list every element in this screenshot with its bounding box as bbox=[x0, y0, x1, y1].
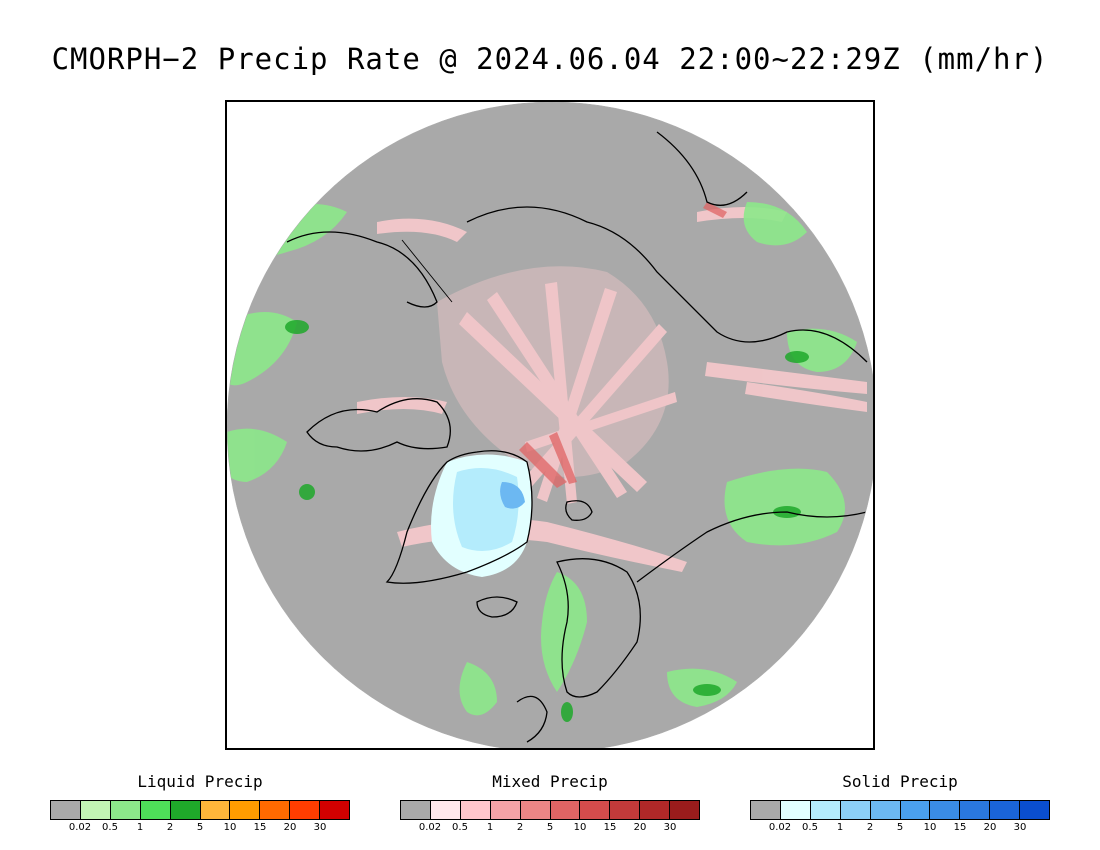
legend-liquid-swatch bbox=[290, 801, 321, 819]
legend-mixed-ticks: 0.02 0.5 1 2 5 10 15 20 30 bbox=[400, 822, 700, 836]
legend-solid-swatch bbox=[810, 801, 841, 819]
legend-solid-swatch bbox=[930, 801, 961, 819]
legend-solid-tick-label: 5 bbox=[896, 822, 904, 833]
mixed-precip-heavy bbox=[519, 202, 727, 488]
liquid-precip-heavy bbox=[285, 320, 809, 722]
legend-liquid-swatch bbox=[170, 801, 201, 819]
legend-liquid-tick-label: 15 bbox=[253, 822, 267, 833]
legend-liquid-tick-label: 0.02 bbox=[68, 822, 92, 833]
legend-liquid-tick-label: 0.5 bbox=[102, 822, 118, 833]
canadian-archipelago-coastline bbox=[306, 398, 451, 452]
legend-liquid-bar bbox=[50, 800, 350, 820]
east-siberia-coastline bbox=[656, 131, 748, 206]
legend-mixed-swatch bbox=[401, 801, 431, 819]
legend-solid-swatch bbox=[900, 801, 931, 819]
scandinavia-coastline bbox=[556, 558, 641, 698]
iceland-coastline bbox=[476, 596, 518, 618]
legend-liquid-title: Liquid Precip bbox=[137, 772, 263, 791]
legend-mixed-swatch bbox=[490, 801, 521, 819]
legend-mixed-tick-label: 1 bbox=[486, 822, 494, 833]
legend-mixed-tick-label: 2 bbox=[516, 822, 524, 833]
coastlines bbox=[286, 131, 868, 743]
legend-mixed-tick-label: 30 bbox=[663, 822, 677, 833]
legend-solid-tick-label: 15 bbox=[953, 822, 967, 833]
legend-solid-tick-label: 30 bbox=[1013, 822, 1027, 833]
legend-solid-tick-label: 20 bbox=[983, 822, 997, 833]
legend-mixed-bar bbox=[400, 800, 700, 820]
legend-liquid-swatch bbox=[80, 801, 111, 819]
legend-mixed-swatch bbox=[430, 801, 461, 819]
legend-liquid-swatch bbox=[320, 801, 350, 819]
polar-map bbox=[227, 102, 873, 748]
legend-liquid-swatch bbox=[110, 801, 141, 819]
legend-mixed-tick-label: 0.5 bbox=[452, 822, 468, 833]
legend-liquid-swatch bbox=[200, 801, 231, 819]
siberia-coastline bbox=[466, 206, 868, 363]
legend-mixed-swatch bbox=[580, 801, 611, 819]
globe-disc bbox=[227, 102, 873, 748]
legend-solid-swatch bbox=[1020, 801, 1050, 819]
liquid-precip-region bbox=[227, 202, 857, 716]
legend-solid-tick-label: 10 bbox=[923, 822, 937, 833]
legend-solid-ticks: 0.02 0.5 1 2 5 10 15 20 30 bbox=[750, 822, 1050, 836]
legend-solid: Solid Precip 0.02 0.5 1 2 5 10 15 20 30 bbox=[750, 772, 1050, 836]
legend-solid-title: Solid Precip bbox=[842, 772, 958, 791]
legend-mixed-swatch bbox=[670, 801, 700, 819]
legend-mixed-title: Mixed Precip bbox=[492, 772, 608, 791]
legend-solid-tick-label: 1 bbox=[836, 822, 844, 833]
legend-solid-swatch bbox=[751, 801, 781, 819]
britain-coastline bbox=[516, 695, 548, 743]
legend-mixed-tick-label: 0.02 bbox=[418, 822, 442, 833]
legend-solid-swatch bbox=[780, 801, 811, 819]
svalbard-coastline bbox=[565, 500, 593, 521]
legend-liquid-tick-label: 2 bbox=[166, 822, 174, 833]
legend-solid-tick-label: 2 bbox=[866, 822, 874, 833]
legend-solid-bar bbox=[750, 800, 1050, 820]
legend-liquid: Liquid Precip 0.02 0.5 1 2 5 10 15 20 30 bbox=[50, 772, 350, 836]
legend-liquid-tick-label: 30 bbox=[313, 822, 327, 833]
us-canada-border bbox=[401, 239, 453, 303]
legend-mixed-swatch bbox=[520, 801, 551, 819]
legend-liquid-tick-label: 10 bbox=[223, 822, 237, 833]
map-panel bbox=[225, 100, 875, 750]
legend-liquid-swatch bbox=[260, 801, 291, 819]
legend-liquid-swatch bbox=[140, 801, 171, 819]
legend-solid-tick-label: 0.02 bbox=[768, 822, 792, 833]
legend-mixed-swatch bbox=[610, 801, 641, 819]
legend-solid-swatch bbox=[990, 801, 1021, 819]
legend-liquid-tick-label: 20 bbox=[283, 822, 297, 833]
legend-solid-tick-label: 0.5 bbox=[802, 822, 818, 833]
russia-north-coastline bbox=[636, 511, 868, 583]
legend-liquid-tick-label: 5 bbox=[196, 822, 204, 833]
legend-mixed-tick-label: 20 bbox=[633, 822, 647, 833]
alaska-coastline bbox=[286, 231, 438, 308]
legend-mixed-tick-label: 10 bbox=[573, 822, 587, 833]
legend-mixed-swatch bbox=[640, 801, 671, 819]
legend-liquid-tick-label: 1 bbox=[136, 822, 144, 833]
legend-mixed-swatch bbox=[460, 801, 491, 819]
legend-solid-swatch bbox=[870, 801, 901, 819]
greenland-coastline bbox=[385, 450, 533, 584]
legend-solid-swatch bbox=[960, 801, 991, 819]
legend-mixed-tick-label: 5 bbox=[546, 822, 554, 833]
legend-mixed: Mixed Precip 0.02 0.5 1 2 5 10 15 20 30 bbox=[400, 772, 700, 836]
legend-mixed-tick-label: 15 bbox=[603, 822, 617, 833]
legend-liquid-ticks: 0.02 0.5 1 2 5 10 15 20 30 bbox=[50, 822, 350, 836]
legend-liquid-swatch bbox=[230, 801, 261, 819]
solid-precip-region bbox=[431, 454, 532, 577]
legend-liquid-swatch bbox=[51, 801, 81, 819]
chart-title: CMORPH−2 Precip Rate @ 2024.06.04 22:00~… bbox=[51, 42, 1049, 76]
legend-solid-swatch bbox=[840, 801, 871, 819]
legend-mixed-swatch bbox=[550, 801, 581, 819]
